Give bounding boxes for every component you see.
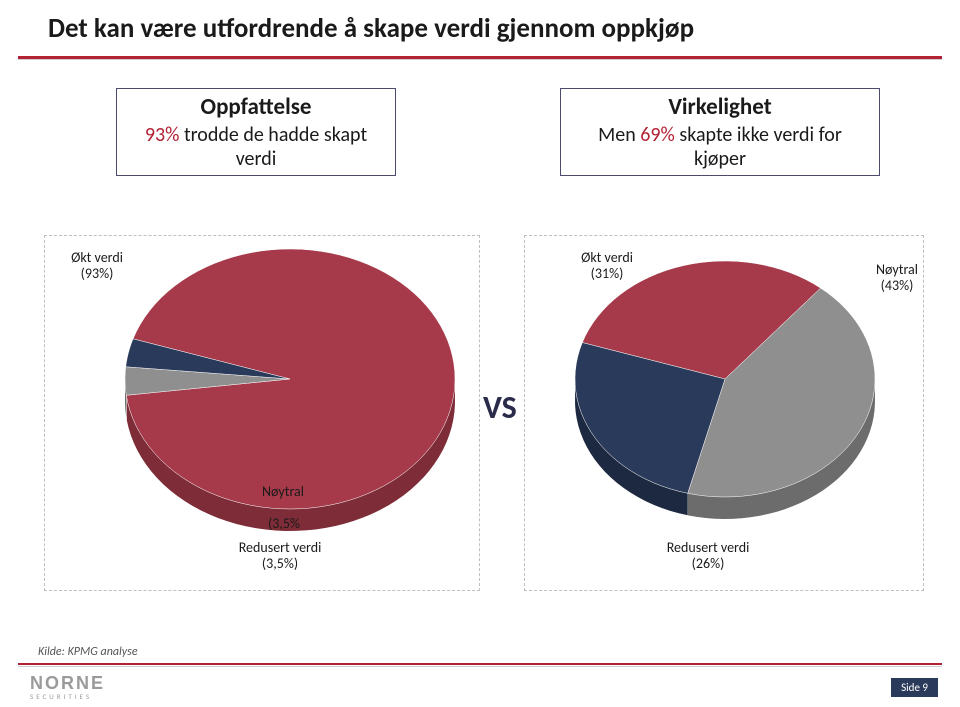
logo: NORNE SECURITIES <box>30 673 105 701</box>
page-title: Det kan være utfordrende å skape verdi g… <box>48 12 912 45</box>
pie-left-label-redusert: Redusert verdi (3,5%) <box>220 540 340 572</box>
pie-left-label-redusert-l1: Redusert verdi <box>239 539 322 556</box>
slide-page: Det kan være utfordrende å skape verdi g… <box>0 0 960 707</box>
column-sub-right: Men 69% skapte ikke verdi for kjøper <box>571 123 869 171</box>
column-sub-right-suffix: skapte ikke verdi for kjøper <box>675 123 842 171</box>
pie-chart-right <box>549 246 901 539</box>
pie-left-label-noytral-l1: Nøytral <box>262 483 304 500</box>
pie-chart-left <box>99 234 481 551</box>
pie-right-label-redusert-l2: (26%) <box>692 555 725 572</box>
column-title-left: Oppfattelse <box>127 93 385 121</box>
column-sub-left-text: trodde de hadde skapt verdi <box>179 123 367 171</box>
pie-right-label-redusert-l1: Redusert verdi <box>667 539 750 556</box>
column-sub-left: 93% trodde de hadde skapt verdi <box>127 123 385 171</box>
column-box-left: Oppfattelse 93% trodde de hadde skapt ve… <box>116 88 396 176</box>
pie-right-label-noytral-l1: Nøytral <box>876 261 918 278</box>
pie-right-label-noytral: Nøytral (43%) <box>862 262 932 294</box>
title-underline-gray <box>18 59 942 60</box>
pie-left-label-redusert-l2: (3,5%) <box>262 555 298 572</box>
logo-text: NORNE <box>30 673 105 694</box>
logo-sub: SECURITIES <box>30 692 105 701</box>
footer-line-gray <box>18 666 942 667</box>
source-text: Kilde: KPMG analyse <box>38 645 138 659</box>
pie-left-label-okt-l1: Økt verdi <box>71 249 123 266</box>
column-sub-right-prefix: Men <box>598 123 640 147</box>
page-number: Side 9 <box>891 678 938 697</box>
title-region: Det kan være utfordrende å skape verdi g… <box>48 12 912 45</box>
pie-left-label-okt: Økt verdi (93%) <box>52 250 142 282</box>
pie-left-label-okt-l2: (93%) <box>81 265 114 282</box>
pie-right-label-okt-l2: (31%) <box>591 265 624 282</box>
pie-left-label-noytral-pct: (3,5% <box>254 516 314 532</box>
column-box-right: Virkelighet Men 69% skapte ikke verdi fo… <box>560 88 880 176</box>
pie-right-label-okt: Økt verdi (31%) <box>562 250 652 282</box>
footer-line <box>18 663 942 665</box>
pie-left-label-noytral-pct-t: (3,5% <box>268 515 300 532</box>
vs-text: VS <box>483 388 517 427</box>
column-title-right: Virkelighet <box>571 93 869 121</box>
pie-right-label-noytral-l2: (43%) <box>881 277 914 294</box>
pie-right-label-redusert: Redusert verdi (26%) <box>648 540 768 572</box>
pie-left-label-noytral: Nøytral <box>248 484 318 500</box>
column-sub-right-pct: 69% <box>640 123 675 147</box>
pie-right-label-okt-l1: Økt verdi <box>581 249 633 266</box>
column-sub-left-pct: 93% <box>145 123 180 147</box>
